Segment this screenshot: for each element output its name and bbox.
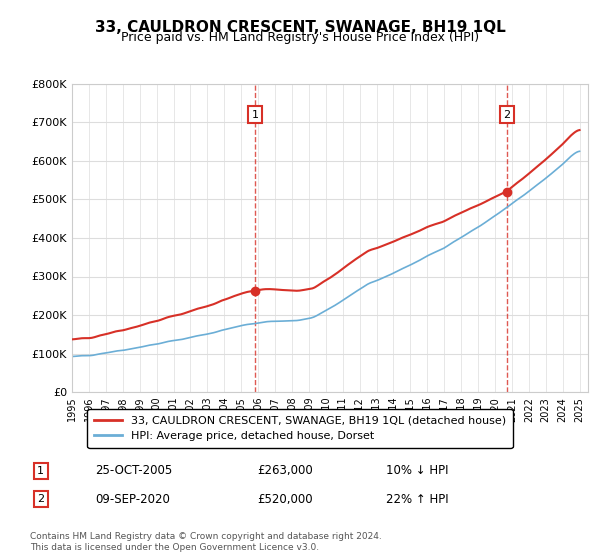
Text: 1: 1 (37, 466, 44, 476)
Text: Price paid vs. HM Land Registry's House Price Index (HPI): Price paid vs. HM Land Registry's House … (121, 31, 479, 44)
Text: 25-OCT-2005: 25-OCT-2005 (95, 464, 172, 477)
Text: 2: 2 (37, 494, 44, 504)
Text: 33, CAULDRON CRESCENT, SWANAGE, BH19 1QL: 33, CAULDRON CRESCENT, SWANAGE, BH19 1QL (95, 20, 505, 35)
Text: Contains HM Land Registry data © Crown copyright and database right 2024.
This d: Contains HM Land Registry data © Crown c… (30, 532, 382, 552)
Text: £520,000: £520,000 (257, 493, 313, 506)
Text: 2: 2 (503, 110, 510, 120)
Text: £263,000: £263,000 (257, 464, 313, 477)
Text: 09-SEP-2020: 09-SEP-2020 (95, 493, 170, 506)
Text: 22% ↑ HPI: 22% ↑ HPI (386, 493, 449, 506)
Text: 10% ↓ HPI: 10% ↓ HPI (386, 464, 449, 477)
Text: 1: 1 (251, 110, 259, 120)
Legend: 33, CAULDRON CRESCENT, SWANAGE, BH19 1QL (detached house), HPI: Average price, d: 33, CAULDRON CRESCENT, SWANAGE, BH19 1QL… (88, 409, 512, 448)
